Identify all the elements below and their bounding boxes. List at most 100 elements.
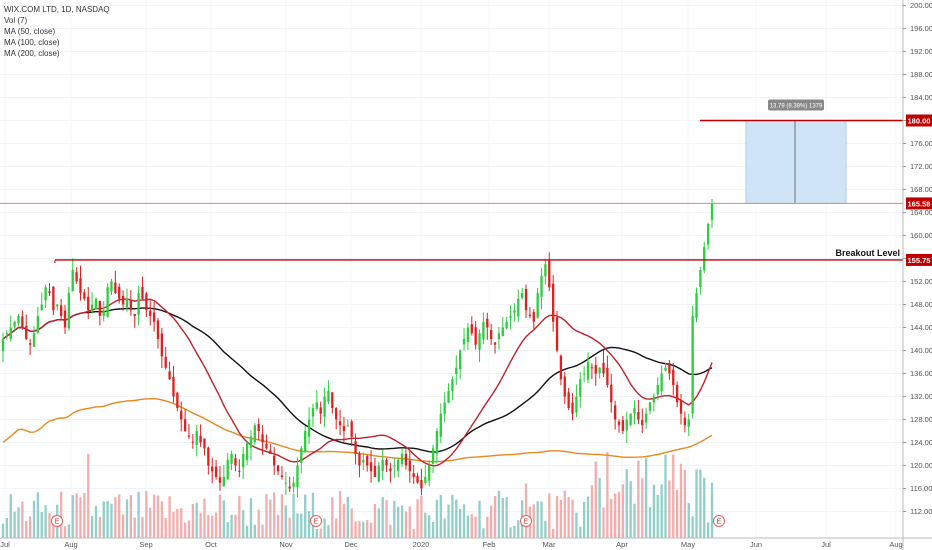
candle-body (137, 293, 140, 316)
volume-bar (230, 514, 233, 538)
measure-label: 13.79 (8.38%) 1379 (770, 104, 823, 110)
candle-body (675, 385, 679, 403)
candle-body (40, 304, 43, 311)
volume-bar (218, 494, 222, 538)
candle-body (350, 421, 353, 437)
volume-bar (168, 496, 171, 538)
volume-bar (563, 490, 566, 538)
candle-body (75, 272, 78, 282)
candle-body (203, 438, 206, 449)
candle-body (110, 281, 113, 292)
volume-bar (118, 494, 121, 538)
candle-body (276, 465, 280, 472)
candle-body (389, 468, 392, 472)
price-axis[interactable]: 112.00 116.00 120.00 124.00 128.00 132.00 136.… (902, 0, 932, 550)
candle-body (245, 442, 249, 461)
candle-body (393, 465, 396, 467)
candle-body (424, 477, 427, 483)
candle-body (416, 476, 419, 483)
volume-bar (660, 484, 663, 538)
volume-bar (176, 508, 179, 538)
candle-body (641, 420, 644, 426)
candle-body (288, 486, 291, 489)
volume-bar (160, 501, 164, 538)
candle-body (474, 327, 477, 345)
y-tick-label: 120.00 (910, 461, 932, 470)
candle-body (114, 282, 117, 293)
volume-bar (346, 496, 349, 538)
legend-ma50: MA (50, close) (4, 27, 56, 36)
candle-body (28, 343, 32, 345)
y-tick-label: 116.00 (910, 484, 932, 493)
volume-bar (199, 512, 202, 538)
earnings-marker (520, 515, 532, 527)
candle-body (703, 247, 706, 271)
volume-bar (408, 506, 411, 538)
volume-bar (226, 522, 229, 538)
volume-bar (517, 520, 520, 538)
volume-bar (555, 495, 559, 538)
volume-bar (249, 498, 253, 538)
candle-body (129, 299, 133, 311)
volume-bar (501, 498, 504, 538)
candle-body (195, 431, 198, 446)
volume-bar (87, 453, 90, 538)
volume-bar (114, 497, 117, 538)
candle-body (613, 405, 617, 420)
candle-body (555, 317, 559, 351)
volume-bar (656, 494, 659, 538)
time-axis[interactable]: Jul Aug Sep Oct Nov Dec 2020 Feb Mar Apr May Jun Jul… (0, 537, 932, 549)
candle-body (536, 293, 539, 318)
volume-bar (191, 503, 195, 538)
legend-vol: Vol (7) (4, 16, 28, 25)
volume-bar (21, 501, 24, 538)
volume-bar (28, 516, 32, 538)
y-tick-label: 128.00 (910, 415, 932, 424)
candle-body (428, 465, 431, 481)
candle-body (400, 454, 404, 464)
candle-body (79, 278, 82, 293)
candle-body (513, 310, 516, 313)
candle-body (296, 465, 299, 488)
candle-body (44, 287, 47, 301)
volume-bar (482, 528, 485, 538)
volume-bar (420, 495, 423, 538)
candle-body (358, 453, 361, 466)
candle-body (168, 371, 171, 380)
candle-body (319, 407, 322, 414)
volume-bar (156, 495, 160, 538)
volume-bar (106, 501, 109, 538)
candle-body (439, 413, 442, 437)
volume-bar (625, 469, 628, 538)
volume-bar (455, 499, 458, 538)
volume-bar (610, 498, 613, 538)
volume-bar (478, 500, 481, 538)
volume-bar (606, 452, 609, 538)
y-tick-label: 160.00 (910, 231, 932, 240)
volume-bar (664, 454, 667, 538)
candle-body (17, 316, 20, 324)
volume-bar (431, 522, 435, 538)
volume-bar (280, 494, 284, 538)
candle-body (5, 333, 9, 335)
target-box: 13.79 (8.38%) 1379 (745, 99, 847, 204)
candle-body (381, 459, 384, 472)
candle-body (377, 465, 380, 482)
volume-bar (683, 469, 687, 538)
volume-bar (679, 463, 683, 538)
volume-bar (513, 525, 516, 538)
volume-bar (323, 518, 326, 538)
volume-bar (459, 508, 462, 538)
candle-body (660, 373, 663, 392)
volume-bar (75, 493, 78, 538)
volume-bar (598, 478, 601, 538)
volume-bar (296, 513, 299, 538)
candle-body (172, 376, 175, 397)
volume-bar (110, 503, 113, 538)
volume-bar (207, 514, 210, 538)
x-tick-label: Jul (821, 540, 831, 549)
candle-body (94, 298, 98, 310)
volume-bar (621, 484, 625, 538)
